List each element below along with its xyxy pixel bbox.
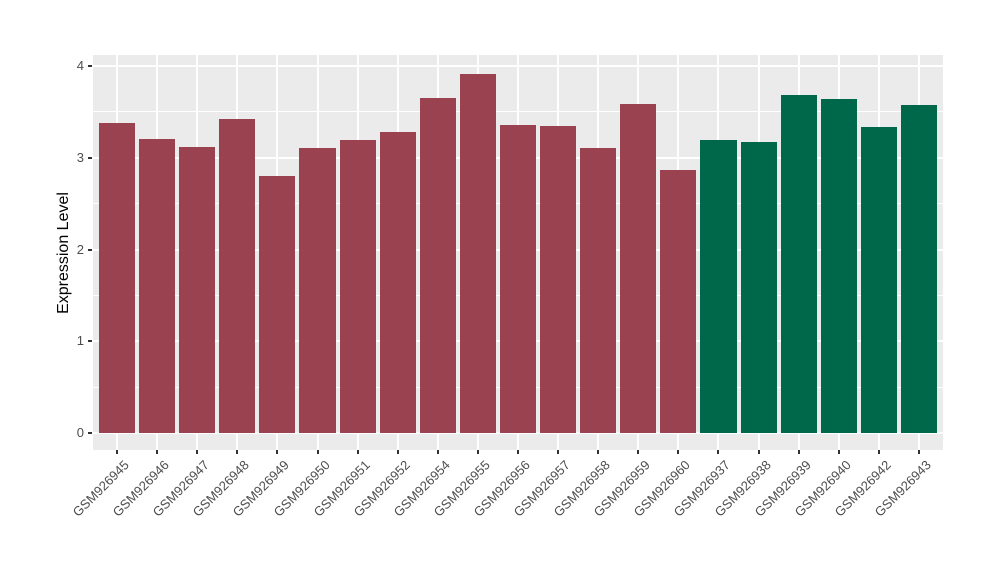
y-axis-tick-label: 1 xyxy=(76,333,84,349)
y-axis-tick-mark xyxy=(88,156,92,159)
bar-GSM926951 xyxy=(339,140,376,433)
x-axis-tick-mark xyxy=(196,450,199,454)
x-axis-tick-mark xyxy=(837,450,840,454)
y-axis-tick-label: 2 xyxy=(76,241,84,257)
bar-GSM926956 xyxy=(499,124,537,433)
x-axis-tick-mark xyxy=(436,450,439,454)
y-axis-tick-mark xyxy=(88,432,92,434)
bar-GSM926958 xyxy=(580,147,617,433)
y-axis-tick-label: 3 xyxy=(76,149,84,165)
y-axis-tick-label: 4 xyxy=(76,58,84,73)
y-axis-tick-mark xyxy=(88,340,92,343)
bar-GSM926950 xyxy=(299,147,336,433)
x-axis-tick-mark xyxy=(396,450,399,454)
plot-panel xyxy=(93,55,943,450)
bar-GSM926954 xyxy=(419,98,456,433)
x-axis-tick-mark xyxy=(917,450,920,454)
bar-GSM926949 xyxy=(259,176,296,433)
bar-GSM926947 xyxy=(179,146,216,433)
x-axis-tick-mark xyxy=(637,450,640,454)
bar-GSM926948 xyxy=(219,119,256,433)
x-axis-tick-mark xyxy=(236,450,239,454)
x-axis-tick-mark xyxy=(717,450,720,454)
x-axis-tick-mark xyxy=(797,450,800,454)
x-axis-tick-mark xyxy=(116,450,119,454)
y-axis-tick-label: 0 xyxy=(76,425,84,440)
bar-GSM926943 xyxy=(900,104,937,433)
x-axis-tick-mark xyxy=(476,450,479,454)
bar-GSM926960 xyxy=(660,169,697,433)
bar-GSM926939 xyxy=(780,95,817,433)
bar-GSM926955 xyxy=(459,74,496,433)
bar-GSM926952 xyxy=(379,132,416,433)
x-axis-tick-mark xyxy=(877,450,880,454)
x-axis-tick-mark xyxy=(757,450,760,454)
x-axis-tick-mark xyxy=(276,450,279,454)
bar-GSM926942 xyxy=(860,126,897,433)
bar-GSM926938 xyxy=(740,142,777,433)
x-axis-tick-mark xyxy=(597,450,600,454)
x-axis-tick-mark xyxy=(557,450,560,454)
x-axis-tick-mark xyxy=(316,450,319,454)
bar-GSM926946 xyxy=(139,139,176,433)
x-axis-tick-mark xyxy=(677,450,680,454)
y-axis-tick-mark xyxy=(88,248,92,251)
y-axis-tick-mark xyxy=(88,65,92,67)
x-axis-tick-mark xyxy=(156,450,159,454)
bar-GSM926940 xyxy=(820,99,857,433)
x-axis-tick-mark xyxy=(356,450,359,454)
bar-GSM926959 xyxy=(620,103,657,433)
x-axis-tick-mark xyxy=(517,450,519,454)
bar-GSM926937 xyxy=(700,140,737,433)
bar-GSM926945 xyxy=(99,122,136,433)
bar-GSM926957 xyxy=(540,125,577,433)
